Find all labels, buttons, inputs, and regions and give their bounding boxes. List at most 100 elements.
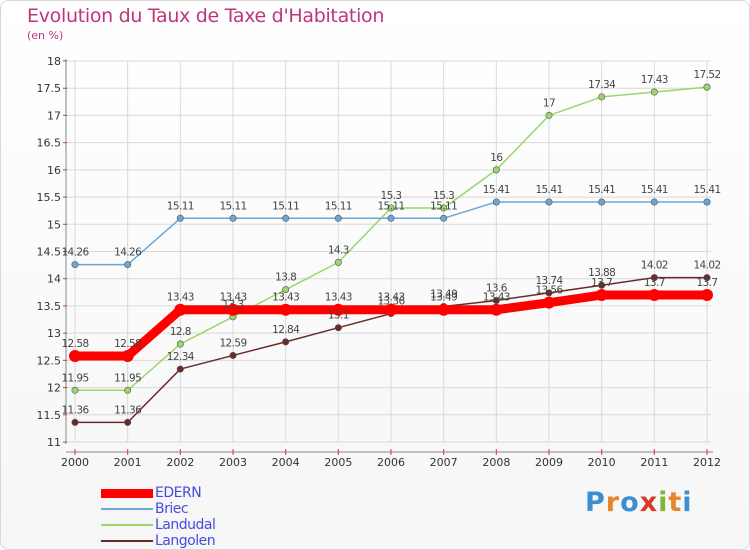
x-tick-label: 2012 xyxy=(693,456,721,469)
data-point-briec xyxy=(545,198,553,206)
y-tick-label: 14.5 xyxy=(37,246,62,259)
data-point-langolen xyxy=(334,324,342,332)
data-label-briec: 15.11 xyxy=(325,200,352,212)
legend-label-edern: EDERN xyxy=(155,485,202,501)
data-label-briec: 15.11 xyxy=(272,200,299,212)
data-label-briec: 15.11 xyxy=(430,200,457,212)
data-point-landudal xyxy=(71,386,79,394)
data-point-langolen xyxy=(176,365,184,373)
data-label-briec: 15.41 xyxy=(641,184,668,196)
data-point-edern xyxy=(279,303,292,316)
data-point-landudal xyxy=(492,166,500,174)
logo-letter: P xyxy=(585,487,606,518)
data-label-briec: 15.41 xyxy=(535,184,562,196)
data-point-landudal xyxy=(334,258,342,266)
data-point-langolen xyxy=(650,274,658,282)
logo-letter: x xyxy=(639,487,659,518)
legend-swatch-landudal xyxy=(101,524,153,526)
logo-letter: o xyxy=(620,487,640,518)
data-point-langolen xyxy=(282,338,290,346)
data-point-edern xyxy=(648,289,661,302)
data-point-edern xyxy=(227,303,239,316)
x-tick-label: 2007 xyxy=(430,456,458,469)
x-tick-label: 2011 xyxy=(640,456,668,469)
data-label-landudal: 16 xyxy=(490,152,503,164)
data-point-edern xyxy=(437,303,450,316)
chart-title: Evolution du Taux de Taxe d'Habitation xyxy=(27,5,385,27)
data-label-langolen: 11.36 xyxy=(61,404,89,416)
data-label-landudal: 14.3 xyxy=(328,244,349,256)
data-label-langolen: 12.34 xyxy=(167,351,195,363)
legend-item-landudal: Landudal xyxy=(101,517,216,533)
logo-letter: i xyxy=(682,487,693,518)
data-point-briec xyxy=(176,214,184,222)
data-label-landudal: 17 xyxy=(543,97,555,109)
legend-item-briec: Briec xyxy=(101,501,215,517)
data-point-edern xyxy=(121,350,134,363)
data-label-briec: 14.26 xyxy=(61,247,89,259)
data-point-landudal xyxy=(650,88,658,96)
y-tick-label: 14 xyxy=(47,273,61,286)
proxiti-logo: Proxiti xyxy=(585,487,693,518)
data-point-langolen xyxy=(229,351,237,359)
data-label-langolen: 13.6 xyxy=(486,282,508,294)
data-label-landudal: 13.3 xyxy=(223,299,244,311)
data-point-briec xyxy=(440,214,448,222)
data-label-langolen: 13.74 xyxy=(535,275,563,287)
x-tick-label: 2000 xyxy=(61,456,89,469)
data-label-landudal: 11.95 xyxy=(61,372,88,384)
data-label-edern: 12.58 xyxy=(61,338,88,350)
y-tick-label: 11 xyxy=(47,436,61,449)
y-tick-label: 12 xyxy=(47,382,61,395)
data-point-landudal xyxy=(545,111,553,119)
logo-letter: i xyxy=(658,487,669,518)
data-point-edern xyxy=(595,289,608,302)
data-point-briec xyxy=(598,198,606,206)
data-label-edern: 13.7 xyxy=(644,277,665,289)
data-label-langolen: 12.59 xyxy=(219,337,246,349)
legend-swatch-edern xyxy=(101,488,153,498)
data-label-langolen: 11.36 xyxy=(114,404,142,416)
data-label-landudal: 17.43 xyxy=(641,74,668,86)
y-tick-label: 16 xyxy=(47,164,61,177)
legend: EDERN Briec Landudal Langolen xyxy=(101,485,216,549)
data-label-edern: 13.43 xyxy=(167,292,194,304)
data-label-edern: 13.43 xyxy=(325,292,352,304)
x-tick-label: 2002 xyxy=(166,456,194,469)
data-label-landudal: 13.8 xyxy=(275,272,296,284)
y-tick-label: 15.5 xyxy=(37,191,62,204)
data-label-landudal: 12.8 xyxy=(170,326,191,338)
data-point-landudal xyxy=(440,204,448,212)
data-point-briec xyxy=(703,198,711,206)
data-point-langolen xyxy=(545,289,553,297)
legend-swatch-briec xyxy=(101,508,153,510)
data-label-edern: 13.56 xyxy=(535,285,563,297)
y-tick-label: 13 xyxy=(47,327,61,340)
data-label-landudal: 15.3 xyxy=(433,190,454,202)
x-tick-label: 2008 xyxy=(482,456,510,469)
data-label-langolen: 13.88 xyxy=(588,267,615,279)
data-point-langolen xyxy=(703,274,711,282)
legend-item-langolen: Langolen xyxy=(101,533,216,549)
data-label-langolen: 14.02 xyxy=(641,260,668,272)
data-label-briec: 15.41 xyxy=(483,184,510,196)
y-tick-label: 15 xyxy=(47,218,61,231)
y-tick-label: 12.5 xyxy=(37,354,62,367)
data-label-langolen: 13.36 xyxy=(377,296,405,308)
x-tick-label: 2005 xyxy=(324,456,352,469)
data-label-briec: 15.11 xyxy=(377,200,404,212)
data-label-edern: 13.7 xyxy=(697,277,718,289)
data-label-landudal: 17.34 xyxy=(588,79,616,91)
x-tick-label: 2009 xyxy=(535,456,563,469)
legend-item-edern: EDERN xyxy=(101,485,215,501)
data-point-langolen xyxy=(598,281,606,289)
x-tick-label: 2001 xyxy=(114,456,142,469)
data-label-briec: 14.26 xyxy=(114,247,142,259)
data-point-edern xyxy=(174,303,187,316)
data-label-edern: 12.58 xyxy=(114,338,141,350)
legend-label-landudal: Landudal xyxy=(155,517,216,533)
data-label-edern: 13.43 xyxy=(377,292,404,304)
data-point-landudal xyxy=(124,386,132,394)
y-tick-label: 17 xyxy=(47,109,61,122)
